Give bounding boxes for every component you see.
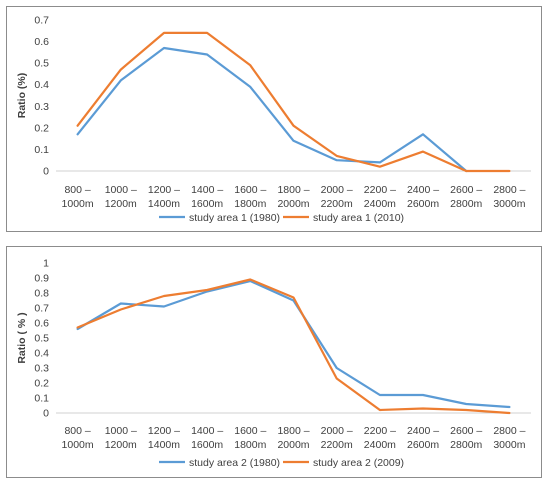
y-tick-label: 0.5 xyxy=(34,333,49,345)
x-tick-label: 2200m xyxy=(321,439,353,451)
chart-2-svg: 0 0.1 0.2 0.3 0.4 0.5 0.6 0.7 0.8 0.9 1 Ratio ( % )… xyxy=(16,258,531,469)
x-tick-label: 1400 – xyxy=(191,184,223,196)
x-tick-label: 1600m xyxy=(191,198,223,210)
x-tick-label: 2800 – xyxy=(493,184,525,196)
x-tick-label: 2600 – xyxy=(450,184,482,196)
y-tick-label: 0.2 xyxy=(34,378,49,390)
x-tick-label: 1200m xyxy=(105,198,137,210)
x-tick-label: 1600m xyxy=(191,439,223,451)
y-tick-label: 0.6 xyxy=(34,318,49,330)
x-tick-label: 2200 – xyxy=(364,425,396,437)
x-tick-label: 1400 – xyxy=(191,425,223,437)
x-tick-label: 2400m xyxy=(364,439,396,451)
x-tick-label: 2000 – xyxy=(321,184,353,196)
legend-label-2: study area 1 (2010) xyxy=(313,212,404,224)
y-tick-label: 0.3 xyxy=(34,363,49,375)
y-tick-label: 0 xyxy=(43,408,49,420)
x-tick-label: 1800 – xyxy=(277,425,309,437)
x-tick-label: 1000 – xyxy=(105,184,137,196)
y-axis-label: Ratio ( % ) xyxy=(16,312,28,363)
x-tick-label: 1000m xyxy=(62,439,94,451)
x-tick-label: 2000m xyxy=(277,439,309,451)
y-tick-label: 0.6 xyxy=(34,36,49,48)
series-line-2 xyxy=(76,31,511,173)
x-tick-label: 3000m xyxy=(493,198,525,210)
x-tick-label: 800 – xyxy=(64,184,90,196)
x-tick-label: 800 – xyxy=(64,425,90,437)
x-tick-label: 1200 – xyxy=(148,184,180,196)
y-tick-label: 0.7 xyxy=(34,303,49,315)
x-tick-label: 2000 – xyxy=(321,425,353,437)
x-tick-label: 2000m xyxy=(277,198,309,210)
chart-panel-2: 0 0.1 0.2 0.3 0.4 0.5 0.6 0.7 0.8 0.9 1 Ratio ( % )… xyxy=(6,246,542,478)
y-axis-label: Ratio (%) xyxy=(16,73,28,119)
x-tick-label: 1200m xyxy=(105,439,137,451)
y-tick-label: 0.4 xyxy=(34,79,49,91)
x-tick-label: 2200m xyxy=(321,198,353,210)
x-tick-label: 2600 – xyxy=(450,425,482,437)
y-tick-label: 0.9 xyxy=(34,273,49,285)
y-tick-label: 0 xyxy=(43,166,49,178)
x-tick-label: 1600 – xyxy=(234,184,266,196)
x-tick-label: 2800m xyxy=(450,439,482,451)
x-tick-label: 2600m xyxy=(407,198,439,210)
legend-label-1: study area 1 (1980) xyxy=(189,212,280,224)
y-tick-label: 0.4 xyxy=(34,348,49,360)
x-tick-label: 2400m xyxy=(364,198,396,210)
x-tick-label: 1200 – xyxy=(148,425,180,437)
y-tick-label: 0.1 xyxy=(34,144,49,156)
x-tick-label: 1800m xyxy=(234,198,266,210)
x-tick-label: 1000 – xyxy=(105,425,137,437)
y-tick-label: 0.1 xyxy=(34,393,49,405)
x-tick-label: 2800m xyxy=(450,198,482,210)
x-tick-label: 2600m xyxy=(407,439,439,451)
x-tick-label: 2200 – xyxy=(364,184,396,196)
x-tick-label: 1800 – xyxy=(277,184,309,196)
y-tick-label: 1 xyxy=(43,258,49,270)
y-tick-label: 0.7 xyxy=(34,15,49,27)
y-tick-label: 0.3 xyxy=(34,101,49,113)
y-tick-label: 0.2 xyxy=(34,122,49,134)
series-line-1 xyxy=(76,46,468,173)
legend-label-2: study area 2 (2009) xyxy=(313,457,404,469)
x-tick-label: 2400 – xyxy=(407,184,439,196)
x-tick-label: 1400m xyxy=(148,198,180,210)
series-line-1 xyxy=(76,279,511,409)
y-tick-label: 0.8 xyxy=(34,288,49,300)
series-line-2 xyxy=(76,278,511,415)
x-tick-label: 1000m xyxy=(62,198,94,210)
x-tick-label: 2400 – xyxy=(407,425,439,437)
legend-label-1: study area 2 (1980) xyxy=(189,457,280,469)
x-tick-label: 3000m xyxy=(493,439,525,451)
x-tick-label: 1800m xyxy=(234,439,266,451)
chart-panel-1: 0 0.1 0.2 0.3 0.4 0.5 0.6 0.7 Ratio (%) 800 – 1000… xyxy=(6,6,542,232)
x-tick-label: 2800 – xyxy=(493,425,525,437)
x-tick-label: 1400m xyxy=(148,439,180,451)
x-tick-label: 1600 – xyxy=(234,425,266,437)
y-tick-label: 0.5 xyxy=(34,58,49,70)
chart-1-svg: 0 0.1 0.2 0.3 0.4 0.5 0.6 0.7 Ratio (%) 800 – 1000… xyxy=(16,15,531,224)
